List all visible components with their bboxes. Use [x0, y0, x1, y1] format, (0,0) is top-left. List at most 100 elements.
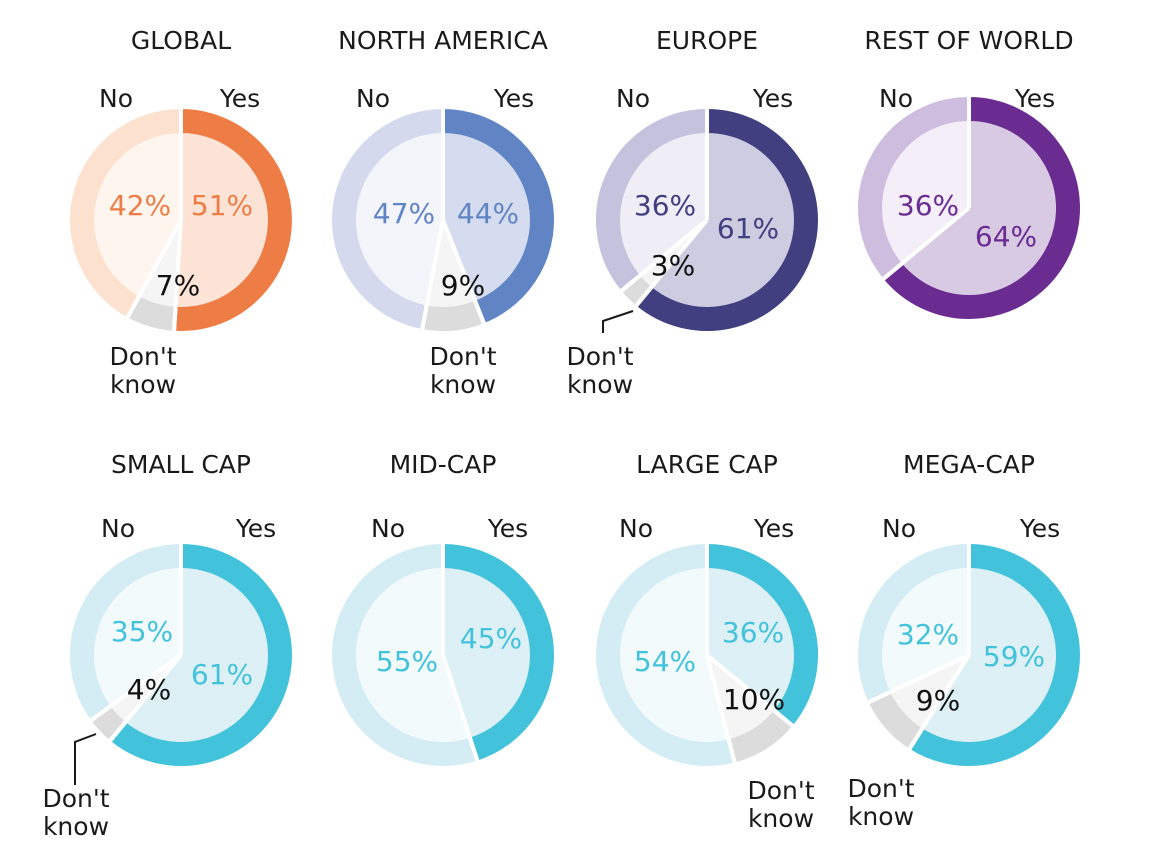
label-dont-know-line1: Don't — [847, 774, 914, 803]
label-dont-know-line2: know — [430, 370, 496, 399]
slice-divider — [705, 654, 738, 767]
yes-slice-inner — [125, 568, 269, 743]
label-dont-know-line1: Don't — [109, 342, 176, 371]
label-yes: Yes — [493, 84, 534, 113]
dont-know-leader-line — [74, 733, 97, 785]
value-label-no: 54% — [634, 645, 696, 678]
label-dont-know-line2: know — [748, 804, 814, 833]
label-yes: Yes — [1014, 84, 1055, 113]
value-label-yes: 59% — [983, 640, 1045, 673]
value-label-yes: 61% — [717, 212, 779, 245]
slice-divider — [106, 653, 183, 745]
value-label-no: 55% — [376, 645, 438, 678]
label-yes: Yes — [487, 514, 528, 543]
slice-divider — [705, 653, 797, 730]
label-no: No — [371, 514, 405, 543]
value-label-dont-know: 4% — [127, 673, 171, 706]
slice-divider — [86, 653, 183, 725]
value-label-no: 35% — [111, 615, 173, 648]
value-label-dont-know: 7% — [156, 269, 200, 302]
dont-know-slice-inner — [890, 655, 969, 729]
label-no: No — [101, 514, 135, 543]
donut-chart-6: MID-CAP No Yes 45% 55% — [328, 450, 558, 770]
value-label-yes: 36% — [722, 616, 784, 649]
value-label-no: 42% — [109, 189, 171, 222]
slice-divider — [123, 219, 183, 322]
label-yes: Yes — [235, 514, 276, 543]
slice-divider — [617, 218, 709, 295]
donut-chart-4: REST OF WORLD No Yes 64% 36% — [854, 26, 1084, 323]
label-yes: Yes — [752, 84, 793, 113]
value-label-yes: 45% — [460, 622, 522, 655]
value-label-dont-know: 10% — [723, 683, 785, 716]
dont-know-leader-line — [602, 310, 634, 333]
yes-slice-inner — [651, 133, 795, 307]
chart-title: NORTH AMERICA — [338, 26, 548, 55]
slice-divider — [864, 653, 970, 706]
value-label-no: 32% — [897, 618, 959, 651]
label-no: No — [356, 84, 390, 113]
chart-title: MEGA-CAP — [903, 450, 1035, 479]
chart-title: EUROPE — [656, 26, 758, 55]
value-label-dont-know: 9% — [441, 269, 485, 302]
no-slice-inner — [882, 568, 969, 693]
slice-divider — [632, 218, 709, 310]
label-dont-know-line1: Don't — [566, 342, 633, 371]
yes-slice-inner — [707, 568, 794, 711]
slice-divider — [441, 654, 481, 765]
value-label-no: 36% — [897, 189, 959, 222]
yes-slice-inner — [922, 568, 1056, 742]
yes-slice-inner — [443, 568, 530, 738]
label-no: No — [882, 514, 916, 543]
value-label-yes: 44% — [457, 197, 519, 230]
no-slice-inner — [355, 133, 443, 306]
value-label-yes: 51% — [191, 189, 253, 222]
label-dont-know-line2: know — [567, 370, 633, 399]
label-dont-know-line2: know — [848, 802, 914, 831]
no-slice-inner — [620, 133, 707, 276]
label-dont-know-line1: Don't — [747, 776, 814, 805]
value-label-dont-know: 9% — [916, 684, 960, 717]
dont-know-slice-inner — [426, 220, 476, 308]
slice-divider — [441, 219, 488, 328]
yes-slice-inner — [443, 132, 531, 301]
no-slice-inner — [620, 568, 729, 743]
yes-slice-inner — [901, 121, 1057, 295]
label-no: No — [99, 84, 133, 113]
slice-divider — [171, 219, 183, 335]
value-label-dont-know: 3% — [651, 249, 695, 282]
label-yes: Yes — [753, 514, 794, 543]
slice-divider — [879, 206, 971, 283]
chart-title: LARGE CAP — [636, 450, 778, 479]
label-no: No — [619, 514, 653, 543]
label-yes: Yes — [1019, 514, 1060, 543]
label-dont-know-line1: Don't — [429, 342, 496, 371]
slice-divider — [905, 653, 971, 754]
no-slice-inner — [882, 121, 969, 264]
value-label-no: 47% — [373, 197, 435, 230]
value-label-yes: 61% — [191, 658, 253, 691]
yes-slice-inner — [175, 133, 268, 307]
value-label-no: 36% — [634, 189, 696, 222]
chart-title: SMALL CAP — [111, 450, 251, 479]
label-dont-know-line2: know — [110, 370, 176, 399]
dont-know-slice-inner — [639, 220, 707, 288]
label-no: No — [616, 84, 650, 113]
label-no: No — [879, 84, 913, 113]
no-slice-inner — [94, 568, 181, 707]
label-dont-know-line1: Don't — [42, 784, 109, 813]
label-yes: Yes — [219, 84, 260, 113]
slice-divider — [419, 219, 445, 334]
chart-title: REST OF WORLD — [864, 26, 1073, 55]
chart-title: MID-CAP — [390, 450, 497, 479]
dont-know-slice-inner — [110, 655, 181, 723]
value-label-yes: 64% — [975, 220, 1037, 253]
label-dont-know-line2: know — [43, 812, 109, 841]
